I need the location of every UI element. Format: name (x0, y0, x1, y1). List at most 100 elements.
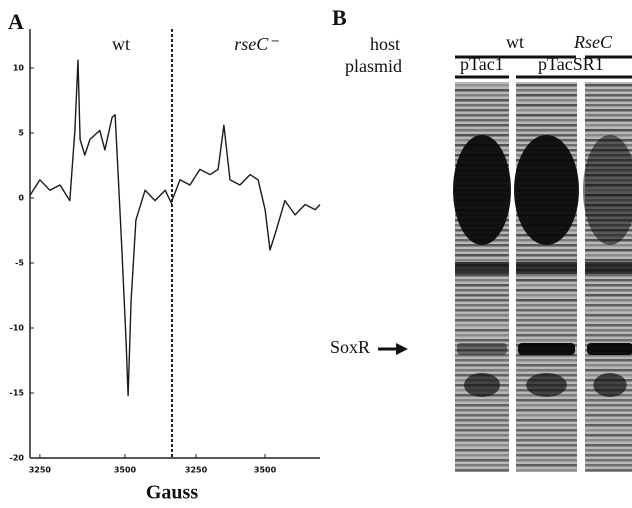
gel-band (516, 89, 577, 92)
gel-band (585, 449, 632, 452)
gel-band (585, 439, 632, 442)
gel-band (455, 329, 509, 332)
annotation: rseC⁻ (234, 34, 279, 54)
gel-band (516, 259, 577, 262)
gel-band (585, 399, 632, 402)
gel-band (516, 419, 577, 422)
gel-band (516, 129, 577, 132)
gel-band (516, 459, 577, 462)
marker-label: SoxR (330, 337, 370, 357)
gel-band (455, 354, 509, 357)
host-label: host (370, 34, 400, 54)
gel-band (516, 262, 577, 274)
gel-band (585, 294, 632, 297)
gel-band (455, 404, 509, 407)
gel-band (516, 414, 577, 417)
gel-band (516, 124, 577, 127)
gel-band (516, 279, 577, 282)
gel-band (455, 94, 509, 97)
gel-band (516, 104, 577, 107)
gel-band (516, 249, 577, 252)
gel-band (585, 339, 632, 342)
gel-band (516, 289, 577, 292)
x-axis-title: Gauss (146, 482, 198, 504)
host-name: RseC (573, 32, 613, 52)
gel-band (516, 94, 577, 97)
y-tick-label: 5 (18, 129, 24, 138)
gel-band (455, 434, 509, 437)
gel-band (585, 279, 632, 282)
gel-band (516, 434, 577, 437)
gel-blob (464, 373, 500, 397)
gel-band (516, 84, 577, 87)
gel-band (455, 399, 509, 402)
gel-band (585, 289, 632, 292)
gel-band (585, 319, 632, 322)
gel-band (455, 364, 509, 367)
gel-band (516, 284, 577, 287)
gel-band (455, 409, 509, 412)
gel-band (516, 119, 577, 122)
gel-band (455, 304, 509, 307)
gel-band (455, 249, 509, 252)
gel-band (455, 289, 509, 292)
gel-band (516, 294, 577, 297)
gel-band (585, 359, 632, 362)
y-tick-label: 0 (18, 194, 24, 203)
x-tick-label: 3250 (29, 466, 52, 475)
gel-band (455, 319, 509, 322)
gel-band (455, 244, 509, 247)
gel-band (585, 274, 632, 277)
gel-band (455, 104, 509, 107)
gel-band (585, 469, 632, 472)
gel-band (455, 449, 509, 452)
gel-band (585, 309, 632, 312)
spectrum-line (29, 59, 173, 397)
host-name: wt (506, 32, 524, 52)
gel-band (516, 114, 577, 117)
gel-band (455, 469, 509, 472)
gel-blob (593, 373, 627, 397)
gel-band (455, 444, 509, 447)
gel-band (585, 454, 632, 457)
arrowhead (396, 343, 408, 355)
gel-band (516, 469, 577, 472)
y-tick-label: -20 (10, 454, 25, 463)
gel-band (516, 109, 577, 112)
y-tick-label: -5 (15, 259, 24, 268)
gel-band (516, 304, 577, 307)
gel-band (455, 99, 509, 102)
gel-band (585, 124, 632, 127)
gel-band (585, 429, 632, 432)
gel-band (516, 319, 577, 322)
gel-band (585, 364, 632, 367)
gel-band (516, 364, 577, 367)
gel-band (585, 324, 632, 327)
gel-band (455, 119, 509, 122)
gel-band (455, 124, 509, 127)
y-tick-label: -15 (10, 389, 25, 398)
gel-band (585, 369, 632, 372)
gel-band (516, 449, 577, 452)
gel-blob (583, 135, 632, 245)
gel-band (516, 429, 577, 432)
gel-band (455, 349, 509, 352)
gel-band (585, 459, 632, 462)
gel-band (455, 419, 509, 422)
soxr-band (457, 343, 507, 355)
spectrum-line (171, 124, 321, 251)
gel-band (516, 324, 577, 327)
gel-band (516, 404, 577, 407)
gel-band (516, 299, 577, 302)
gel-band (455, 314, 509, 317)
gel-band (516, 424, 577, 427)
gel-blob (514, 135, 579, 245)
gel-band (455, 334, 509, 337)
gel-band (585, 94, 632, 97)
gel-band (516, 254, 577, 257)
gel-band (455, 114, 509, 117)
gel-band (516, 274, 577, 277)
gel-band (455, 414, 509, 417)
gel-band (455, 439, 509, 442)
